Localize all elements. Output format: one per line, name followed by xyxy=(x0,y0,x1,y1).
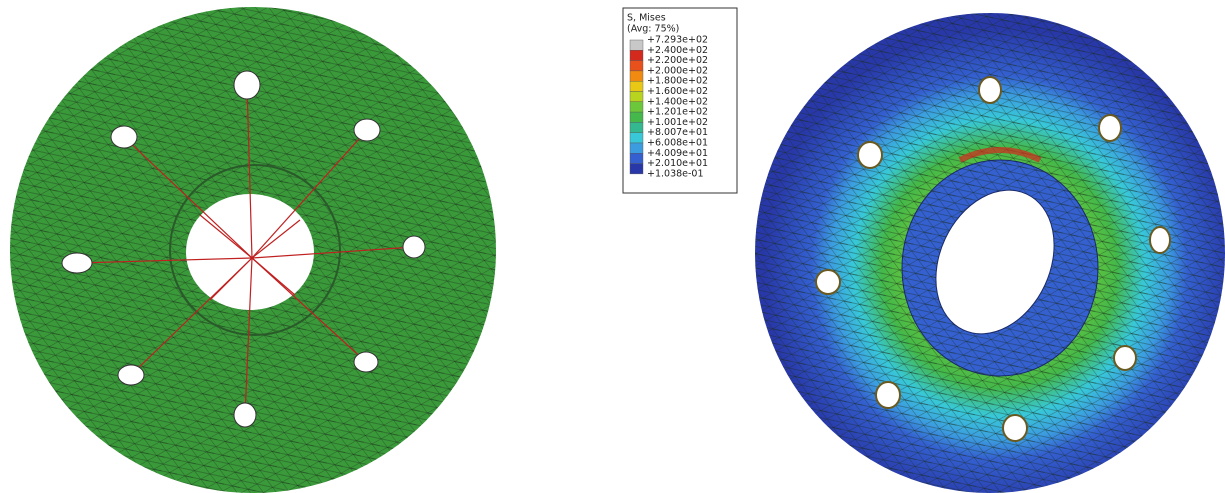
legend-band xyxy=(630,112,643,122)
legend-band xyxy=(630,40,643,50)
legend-band xyxy=(630,143,643,153)
scene: S, Mises (Avg: 75%) +7.293e+02+2.400e+02… xyxy=(0,0,1225,493)
legend-band xyxy=(630,71,643,81)
legend-band xyxy=(630,81,643,91)
legend-band xyxy=(630,153,643,163)
legend-label: +1.038e-01 xyxy=(647,168,704,179)
legend-band xyxy=(630,92,643,102)
legend-band xyxy=(630,50,643,60)
legend-band xyxy=(630,122,643,132)
legend-band xyxy=(630,102,643,112)
legend-band xyxy=(630,61,643,71)
page: S, Mises (Avg: 75%) +7.293e+02+2.400e+02… xyxy=(0,0,1225,493)
left-model xyxy=(10,7,496,493)
legend-band xyxy=(630,133,643,143)
right-model xyxy=(755,13,1225,493)
legend-title: S, Mises xyxy=(627,13,666,24)
legend-band xyxy=(630,164,643,174)
legend: S, Mises (Avg: 75%) +7.293e+02+2.400e+02… xyxy=(623,8,737,193)
legend-subtitle: (Avg: 75%) xyxy=(627,24,679,35)
